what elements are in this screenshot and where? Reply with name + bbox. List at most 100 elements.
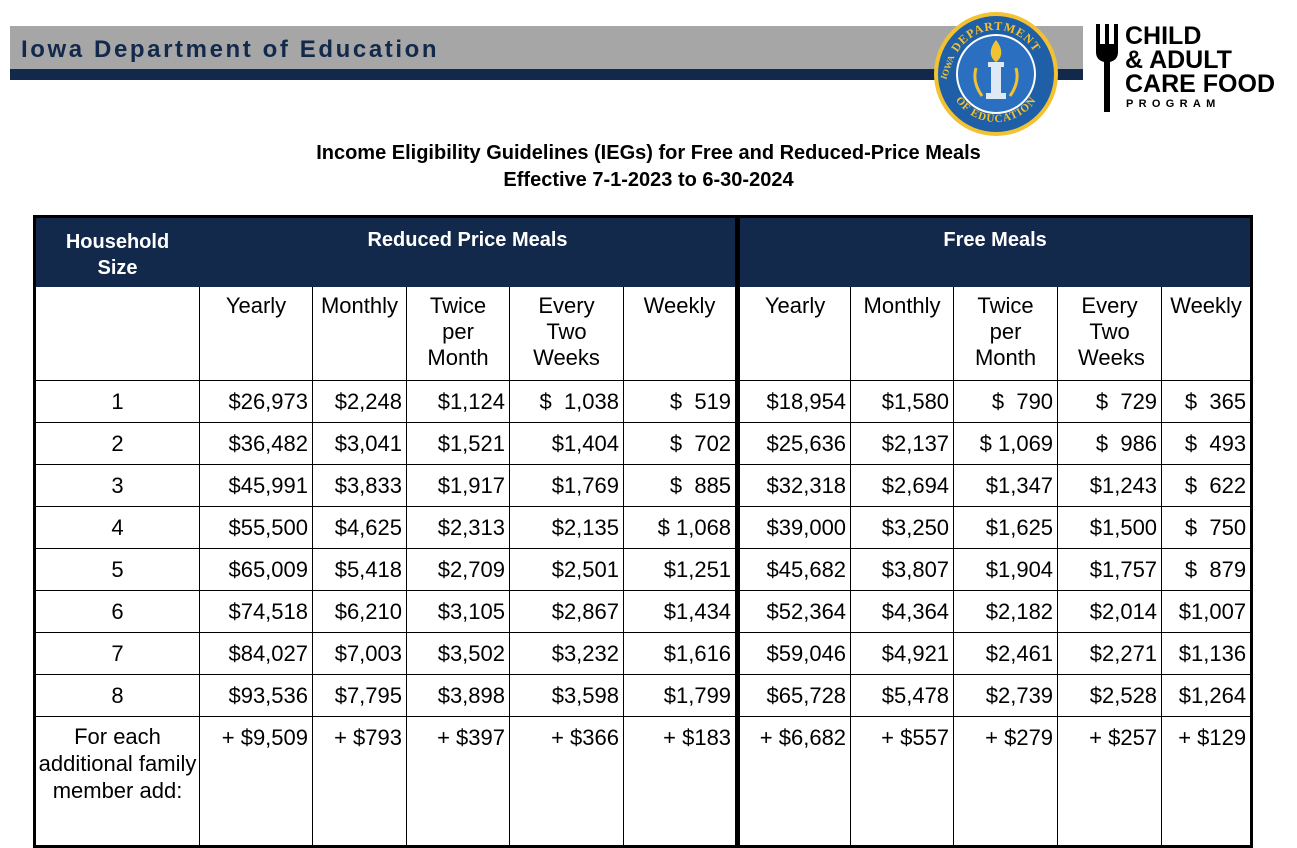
table-cell: $1,124 [406, 380, 510, 423]
table-cell: + $366 [509, 716, 624, 847]
table-cell: + $6,682 [735, 716, 852, 847]
table-cell: $1,434 [622, 590, 739, 633]
table-cell: $7,003 [312, 632, 407, 675]
table-cell: $ 885 [622, 464, 739, 507]
table-cell: $2,694 [850, 464, 955, 507]
table-cell: $3,232 [509, 632, 624, 675]
table-row: 4 $55,500 $4,625 $2,313 $2,135 $ 1,068 $39,000… [34, 506, 1253, 549]
table-cell: $ 519 [622, 380, 739, 423]
table-row: 1 $26,973 $2,248 $1,124 $ 1,038 $ 519 $18,954 $… [34, 380, 1253, 423]
table-cell: $1,347 [953, 464, 1059, 507]
table-row: 6 $74,518 $6,210 $3,105 $2,867 $1,434 $52,364 $… [34, 590, 1253, 633]
table-cell: $74,518 [199, 590, 313, 633]
col-header: Yearly [735, 286, 852, 381]
household-size-cell: 8 [34, 674, 200, 717]
table-cell: $ 702 [622, 422, 739, 465]
table-cell: + $279 [953, 716, 1059, 847]
table-cell: $2,271 [1057, 632, 1163, 675]
col-header: Monthly [850, 286, 955, 381]
page-title: Income Eligibility Guidelines (IEGs) for… [316, 142, 981, 164]
table-row: 2 $36,482 $3,041 $1,521 $1,404 $ 702 $25,636 $2… [34, 422, 1253, 465]
table-cell: $26,973 [199, 380, 313, 423]
table-cell: $3,898 [406, 674, 510, 717]
table-cell: $ 365 [1161, 380, 1253, 423]
cacfp-line-child: CHILD [1125, 22, 1202, 50]
col-header: Twice per Month [406, 286, 510, 381]
banner-gray-band [10, 26, 1083, 69]
table-cell: $93,536 [199, 674, 313, 717]
table-cell: $5,418 [312, 548, 407, 591]
table-cell: $ 986 [1057, 422, 1163, 465]
table-cell: $1,769 [509, 464, 624, 507]
table-cell: $1,251 [622, 548, 739, 591]
table-header-row: Household Size Reduced Price Meals Free … [34, 216, 1253, 287]
table-cell: $52,364 [735, 590, 852, 633]
table-cell: $1,521 [406, 422, 510, 465]
table-cell: + $257 [1057, 716, 1163, 847]
table-cell: $3,833 [312, 464, 407, 507]
table-cell: $65,728 [735, 674, 852, 717]
table-cell: + $129 [1161, 716, 1253, 847]
household-size-cell: 1 [34, 380, 200, 423]
table-cell: $2,182 [953, 590, 1059, 633]
table-cell: $2,867 [509, 590, 624, 633]
table-cell: $1,243 [1057, 464, 1163, 507]
household-size-cell: 7 [34, 632, 200, 675]
table-cell: $1,904 [953, 548, 1059, 591]
cacfp-logo: CHILD & ADULT CARE FOOD PROGRAM [1094, 24, 1294, 116]
table-cell: $59,046 [735, 632, 852, 675]
col-header: Weekly [622, 286, 739, 381]
table-cell: $3,598 [509, 674, 624, 717]
col-header: Twice per Month [953, 286, 1059, 381]
table-cell: $ 879 [1161, 548, 1253, 591]
additional-member-label: For each additional family member add: [34, 716, 200, 847]
table-cell: $36,482 [199, 422, 313, 465]
banner-title: Iowa Department of Education [21, 36, 440, 63]
household-size-cell: 6 [34, 590, 200, 633]
table-cell: $2,461 [953, 632, 1059, 675]
table-cell: $2,014 [1057, 590, 1163, 633]
table-cell: $1,136 [1161, 632, 1253, 675]
table-cell: $1,007 [1161, 590, 1253, 633]
table-cell: $ 750 [1161, 506, 1253, 549]
table-cell: $2,248 [312, 380, 407, 423]
table-cell: $ 790 [953, 380, 1059, 423]
table-cell: $1,580 [850, 380, 955, 423]
table-row: 7 $84,027 $7,003 $3,502 $3,232 $1,616 $59,046 $… [34, 632, 1253, 675]
additional-member-row: For each additional family member add: +… [34, 716, 1253, 847]
subheader-blank [34, 286, 200, 381]
table-cell: $3,250 [850, 506, 955, 549]
table-cell: $39,000 [735, 506, 852, 549]
table-cell: $2,313 [406, 506, 510, 549]
table-cell: $4,625 [312, 506, 407, 549]
table-cell: $2,137 [850, 422, 955, 465]
column-subheader-row: Yearly Monthly Twice per Month Every Two… [34, 286, 1253, 381]
col-header: Monthly [312, 286, 407, 381]
col-header: Every Two Weeks [1057, 286, 1163, 381]
cacfp-line-adult: & ADULT [1125, 46, 1232, 74]
col-header: Yearly [199, 286, 313, 381]
table-cell: $4,921 [850, 632, 955, 675]
header-banner: Iowa Department of Education [10, 26, 1083, 80]
table-cell: $55,500 [199, 506, 313, 549]
fork-icon [1096, 24, 1118, 112]
table-cell: $3,105 [406, 590, 510, 633]
household-size-cell: 3 [34, 464, 200, 507]
table-cell: $1,404 [509, 422, 624, 465]
table-row: 5 $65,009 $5,418 $2,709 $2,501 $1,251 $45,682 $… [34, 548, 1253, 591]
banner-navy-band [10, 69, 1083, 80]
table-cell: $1,625 [953, 506, 1059, 549]
table-cell: $65,009 [199, 548, 313, 591]
table-cell: $1,917 [406, 464, 510, 507]
col-header: Every Two Weeks [509, 286, 624, 381]
table-cell: $ 622 [1161, 464, 1253, 507]
table-cell: $18,954 [735, 380, 852, 423]
table-cell: $1,264 [1161, 674, 1253, 717]
table-cell: $1,757 [1057, 548, 1163, 591]
table-cell: $2,709 [406, 548, 510, 591]
cacfp-line-care-food: CARE FOOD [1125, 70, 1275, 98]
page-subtitle: Effective 7-1-2023 to 6-30-2024 [503, 169, 794, 191]
table-cell: $3,807 [850, 548, 955, 591]
table-cell: + $9,509 [199, 716, 313, 847]
table-cell: $1,799 [622, 674, 739, 717]
